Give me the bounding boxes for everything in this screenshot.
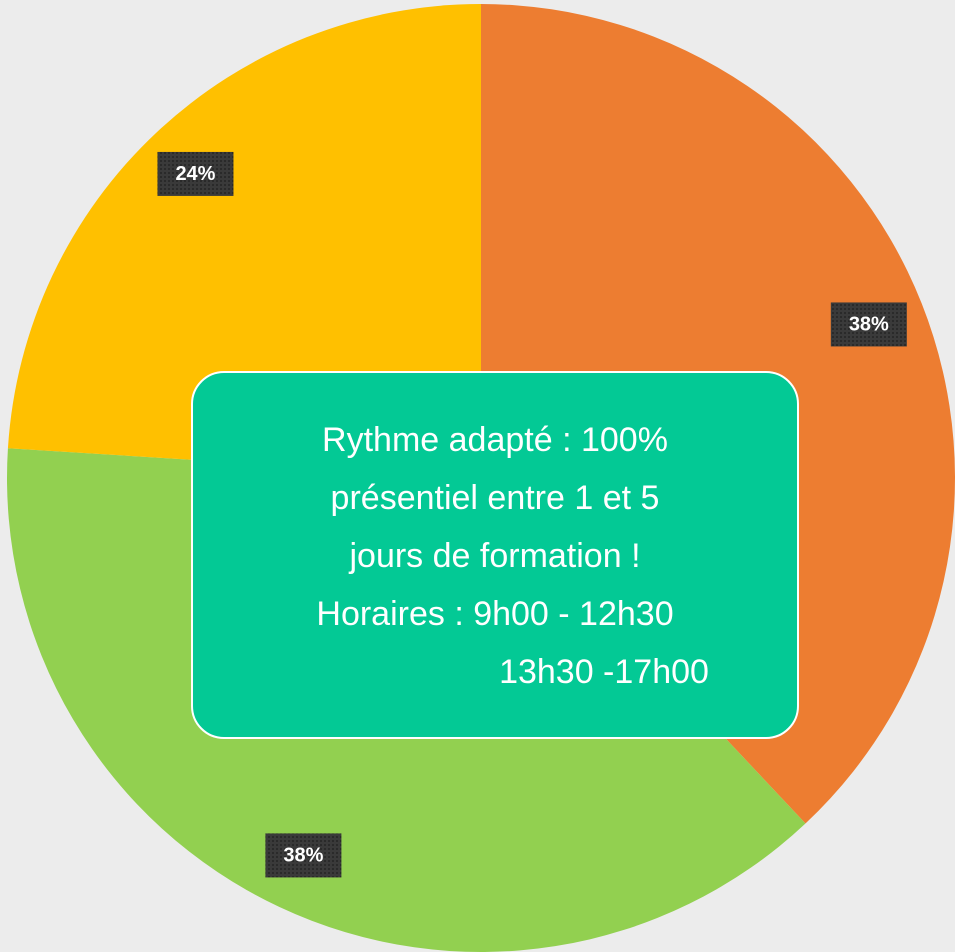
- pie-slice: [7, 4, 481, 478]
- annotation-line: 13h30 -17h00: [499, 653, 709, 691]
- data-label-box: [157, 151, 234, 196]
- data-label: 38%: [283, 845, 323, 867]
- annotation-line: Horaires : 9h00 - 12h30: [316, 595, 673, 633]
- data-label: 38%: [849, 314, 889, 336]
- data-label-box: [265, 833, 342, 878]
- annotation-line: Rythme adapté : 100%: [322, 421, 668, 459]
- data-labels: 38% 38% 24%: [157, 151, 907, 878]
- data-label-box: [830, 302, 907, 347]
- data-label: 24%: [175, 163, 215, 185]
- annotation-line: présentiel entre 1 et 5: [331, 479, 660, 517]
- annotation: Rythme adapté : 100% présentiel entre 1 e…: [316, 421, 709, 691]
- annotation-box: [191, 371, 799, 739]
- annotation-line: jours de formation !: [348, 537, 640, 575]
